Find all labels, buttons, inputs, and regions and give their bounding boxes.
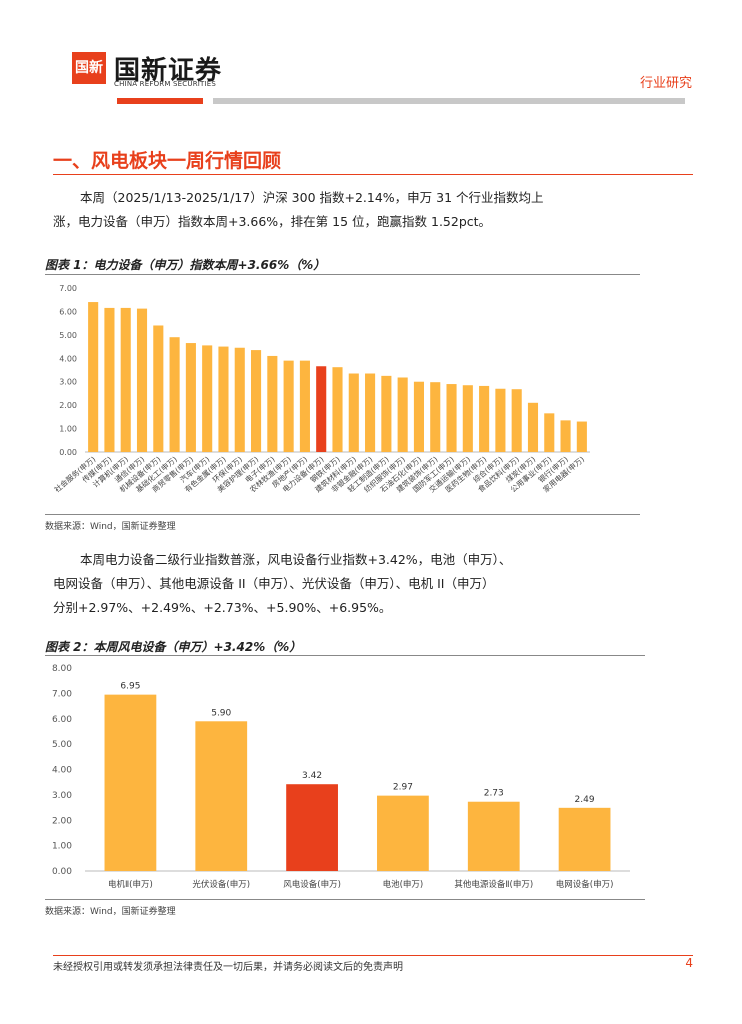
data-label: 2.97 bbox=[393, 783, 413, 793]
figure-2-title: 图表 2：本周风电设备（申万）+3.42%（%） bbox=[45, 640, 302, 654]
x-tick-label: 光伏设备(申万) bbox=[192, 879, 250, 890]
bar bbox=[104, 694, 157, 871]
data-label: 6.95 bbox=[120, 682, 140, 692]
bar bbox=[286, 784, 338, 871]
bar bbox=[558, 807, 611, 871]
y-tick-label: 7.00 bbox=[52, 689, 72, 699]
bar bbox=[462, 385, 473, 452]
figure-2-top-rule bbox=[45, 655, 645, 656]
bar bbox=[413, 381, 425, 452]
logo-english: CHINA REFORM SECURITIES bbox=[114, 80, 217, 88]
section-title: 一、风电板块一周行情回顾 bbox=[53, 150, 282, 172]
data-label: 5.90 bbox=[211, 708, 231, 718]
header-accent-bar bbox=[117, 98, 203, 104]
x-tick-label: 电池(申万) bbox=[383, 879, 424, 890]
bar bbox=[560, 420, 571, 452]
y-tick-label: 1.00 bbox=[52, 842, 72, 852]
bar bbox=[365, 373, 376, 452]
y-tick-label: 6.00 bbox=[52, 715, 72, 725]
bar bbox=[153, 325, 164, 452]
y-tick-label: 3.00 bbox=[52, 791, 72, 801]
bar bbox=[299, 360, 310, 452]
x-tick-label: 其他电源设备Ⅱ(申万) bbox=[454, 879, 533, 890]
bar bbox=[185, 343, 196, 452]
bar bbox=[544, 413, 555, 452]
y-tick-label: 5.00 bbox=[59, 331, 77, 340]
figure-1-bottom-rule bbox=[45, 514, 640, 515]
footer-divider bbox=[53, 955, 693, 956]
x-tick-label: 风电设备(申万) bbox=[283, 879, 341, 890]
y-tick-label: 2.00 bbox=[59, 401, 77, 410]
paragraph-2-line-1: 本周电力设备二级行业指数普涨，风电设备行业指数+3.42%，电池（申万）、 bbox=[80, 552, 512, 567]
figure-1-chart: 0.001.002.003.004.005.006.007.00社会服务(申万)… bbox=[52, 284, 590, 494]
y-tick-label: 0.00 bbox=[52, 867, 72, 877]
bar bbox=[202, 345, 213, 452]
bar bbox=[267, 355, 278, 452]
bar bbox=[511, 389, 522, 452]
figure-2-source: 数据来源：Wind，国新证券整理 bbox=[45, 907, 176, 917]
bar bbox=[195, 721, 248, 871]
bar bbox=[332, 367, 343, 452]
paragraph-2-line-2: 电网设备（申万）、其他电源设备 II（申万）、光伏设备（申万）、电机 II（申万… bbox=[53, 576, 495, 591]
bar bbox=[348, 373, 359, 452]
report-type-label: 行业研究 bbox=[639, 76, 692, 91]
y-tick-label: 0.00 bbox=[59, 448, 77, 457]
bar bbox=[377, 795, 429, 871]
header-gray-bar bbox=[213, 98, 685, 104]
data-label: 2.73 bbox=[484, 789, 504, 799]
x-tick-label: 电机Ⅱ(申万) bbox=[108, 879, 153, 890]
bar bbox=[316, 366, 327, 452]
bar bbox=[169, 337, 180, 452]
x-tick-label: 电网设备(申万) bbox=[556, 879, 614, 890]
figure-1-title: 图表 1：电力设备（申万）指数本周+3.66%（%） bbox=[45, 258, 326, 272]
figure-2-chart: 0.00 1.00 2.00 3.00 4.00 5.00 6.00 7.00 8.00 6.95… bbox=[52, 664, 630, 890]
y-tick-label: 1.00 bbox=[59, 425, 77, 434]
bar bbox=[283, 360, 294, 452]
y-tick-label: 8.00 bbox=[52, 664, 72, 674]
y-tick-label: 3.00 bbox=[59, 378, 77, 387]
figure-1-top-rule bbox=[45, 274, 640, 275]
data-label: 3.42 bbox=[302, 771, 322, 781]
bar bbox=[479, 385, 490, 452]
bar bbox=[576, 421, 587, 452]
y-tick-label: 2.00 bbox=[52, 816, 72, 826]
bar bbox=[250, 350, 262, 452]
bar bbox=[446, 384, 457, 452]
data-label: 2.49 bbox=[575, 795, 595, 805]
figure-2-bottom-rule bbox=[45, 899, 645, 900]
figure-1-source: 数据来源：Wind，国新证券整理 bbox=[45, 522, 176, 532]
bar bbox=[381, 375, 392, 452]
page-number: 4 bbox=[685, 956, 693, 970]
bar bbox=[218, 346, 229, 452]
y-tick-label: 7.00 bbox=[59, 284, 77, 293]
bar bbox=[397, 377, 408, 452]
bar bbox=[495, 388, 506, 452]
bar bbox=[467, 801, 520, 871]
logo-name: 国新证券 bbox=[114, 56, 223, 86]
y-tick-label: 6.00 bbox=[59, 307, 77, 316]
bar bbox=[120, 307, 131, 452]
section-divider bbox=[53, 174, 693, 175]
bar bbox=[136, 308, 148, 452]
bar bbox=[430, 382, 441, 452]
y-tick-label: 5.00 bbox=[52, 740, 72, 750]
footer-disclaimer: 未经授权引用或转发须承担法律责任及一切后果，并请务必阅读文后的免责声明 bbox=[53, 962, 403, 973]
y-tick-label: 4.00 bbox=[52, 766, 72, 776]
logo-mark: 国新 bbox=[72, 52, 106, 84]
paragraph-2-line-3: 分别+2.97%、+2.49%、+2.73%、+5.90%、+6.95%。 bbox=[53, 600, 392, 615]
y-tick-label: 4.00 bbox=[59, 354, 77, 363]
bar bbox=[527, 402, 539, 452]
paragraph-1-line-2: 涨，电力设备（申万）指数本周+3.66%，排在第 15 位，跑赢指数 1.52p… bbox=[53, 214, 492, 229]
bar bbox=[88, 302, 99, 452]
bar bbox=[104, 307, 115, 452]
bar bbox=[234, 347, 245, 452]
paragraph-1-line-1: 本周（2025/1/13-2025/1/17）沪深 300 指数+2.14%，申… bbox=[80, 190, 544, 205]
